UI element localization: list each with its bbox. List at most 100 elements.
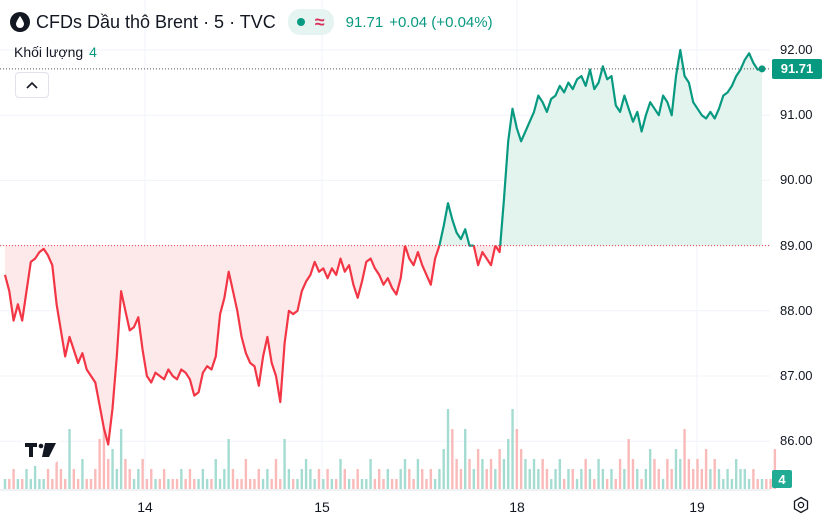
status-pill[interactable]: ≈ bbox=[287, 9, 334, 35]
volume-bar bbox=[575, 479, 579, 489]
chevron-up-icon bbox=[26, 81, 38, 89]
volume-bar bbox=[330, 479, 334, 489]
volume-bar bbox=[679, 459, 682, 489]
volume-bar bbox=[59, 469, 63, 489]
volume-bar bbox=[201, 469, 205, 489]
volume-bar bbox=[464, 429, 467, 489]
area-fill-up bbox=[500, 50, 762, 246]
volume-bar bbox=[722, 479, 725, 489]
volume-bar bbox=[567, 469, 570, 489]
volume-histogram bbox=[3, 409, 777, 489]
volume-bar bbox=[188, 469, 192, 489]
volume-bar bbox=[588, 469, 592, 489]
wave-icon: ≈ bbox=[314, 12, 325, 32]
volume-bar bbox=[72, 469, 76, 489]
settings-icon[interactable] bbox=[792, 496, 810, 514]
volume-bar bbox=[248, 479, 252, 489]
collapse-legend-button[interactable] bbox=[15, 72, 49, 98]
volume-bar bbox=[16, 479, 20, 489]
volume-bar bbox=[145, 479, 149, 489]
volume-bar bbox=[223, 469, 226, 489]
volume-bar bbox=[773, 449, 777, 489]
volume-bar bbox=[550, 479, 553, 489]
volume-bar bbox=[210, 479, 213, 489]
tradingview-logo-icon[interactable] bbox=[20, 434, 62, 466]
volume-legend[interactable]: Khối lượng 4 bbox=[14, 44, 97, 60]
volume-bar bbox=[257, 469, 260, 489]
volume-bar bbox=[670, 469, 673, 489]
volume-bar bbox=[89, 479, 93, 489]
volume-bar bbox=[339, 459, 342, 489]
volume-bar bbox=[279, 479, 282, 489]
volume-bar bbox=[175, 479, 179, 489]
volume-bar bbox=[343, 469, 346, 489]
volume-bar bbox=[515, 429, 519, 489]
volume-bar bbox=[687, 459, 691, 489]
volume-bar bbox=[304, 459, 308, 489]
volume-bar bbox=[64, 479, 67, 489]
volume-bar bbox=[55, 449, 58, 489]
volume-bar bbox=[524, 459, 527, 489]
price-line-down-segment bbox=[494, 244, 502, 254]
volume-bar bbox=[373, 479, 377, 489]
volume-bar bbox=[601, 469, 605, 489]
volume-bar bbox=[261, 479, 265, 489]
volume-bar bbox=[451, 429, 454, 489]
volume-bar bbox=[580, 469, 583, 489]
volume-bar bbox=[541, 459, 544, 489]
volume-bar bbox=[713, 459, 716, 489]
price-scale-label: 86.00 bbox=[780, 433, 813, 449]
volume-bar bbox=[511, 409, 514, 489]
area-fill-down bbox=[5, 245, 405, 445]
time-scale-label: 19 bbox=[689, 499, 705, 515]
price-scale-label: 92.00 bbox=[780, 42, 813, 57]
volume-bar bbox=[76, 479, 80, 489]
price-scale-label: 87.00 bbox=[780, 368, 813, 383]
volume-bar bbox=[85, 479, 88, 489]
volume-bar bbox=[296, 479, 299, 489]
volume-bar bbox=[266, 469, 269, 489]
volume-bar bbox=[184, 479, 187, 489]
area-fill-up bbox=[439, 203, 474, 246]
volume-bar bbox=[231, 469, 235, 489]
volume-bar bbox=[593, 479, 596, 489]
volume-bar bbox=[734, 459, 738, 489]
volume-bar bbox=[489, 459, 493, 489]
price-line-down-segment bbox=[403, 245, 441, 286]
volume-bar bbox=[218, 479, 222, 489]
volume-bar bbox=[403, 459, 407, 489]
volume-bar bbox=[162, 469, 166, 489]
volume-bar bbox=[558, 459, 562, 489]
volume-bar bbox=[760, 479, 764, 489]
volume-bar bbox=[584, 459, 587, 489]
volume-bar bbox=[446, 409, 450, 489]
volume-bar bbox=[674, 449, 678, 489]
price-scale-label: 90.00 bbox=[780, 172, 813, 188]
volume-bar bbox=[111, 449, 114, 489]
volume-bar bbox=[68, 429, 71, 489]
volume-bar bbox=[395, 479, 398, 489]
volume-bar bbox=[42, 479, 45, 489]
volume-bar bbox=[12, 469, 15, 489]
time-scale-label: 18 bbox=[509, 499, 525, 515]
volume-bar bbox=[476, 449, 480, 489]
symbol-title[interactable]: CFDs Dầu thô Brent · 5 · TVC bbox=[36, 11, 276, 32]
volume-bar bbox=[240, 479, 243, 489]
volume-bar bbox=[107, 459, 110, 489]
volume-bar bbox=[291, 479, 295, 489]
volume-bar bbox=[38, 479, 41, 489]
volume-bar bbox=[21, 479, 24, 489]
volume-bar bbox=[752, 469, 755, 489]
volume-bar bbox=[494, 469, 497, 489]
volume-bar bbox=[605, 479, 609, 489]
volume-bar bbox=[386, 469, 390, 489]
volume-bar bbox=[382, 479, 385, 489]
volume-bar bbox=[747, 479, 751, 489]
volume-bar bbox=[631, 459, 635, 489]
volume-bar bbox=[300, 469, 303, 489]
volume-bar bbox=[46, 469, 50, 489]
volume-bar bbox=[653, 459, 656, 489]
volume-bar bbox=[691, 469, 695, 489]
volume-bar bbox=[214, 459, 217, 489]
